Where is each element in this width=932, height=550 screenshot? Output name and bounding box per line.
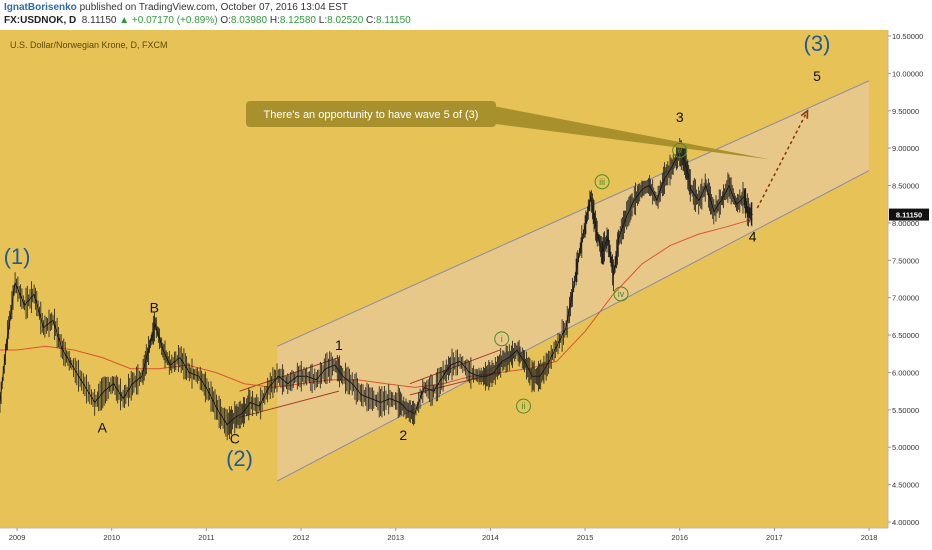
last-price-box — [889, 208, 929, 221]
wave-label: 5 — [813, 68, 821, 84]
callout-text: There's an opportunity to have wave 5 of… — [264, 109, 479, 121]
wave-label: (2) — [226, 446, 253, 471]
price-tick-label: 6.00000 — [892, 368, 919, 377]
high-value: 8.12580 — [279, 15, 316, 26]
last-price-tag: 8.11150 — [889, 208, 929, 221]
price-tick-label: 4.50000 — [892, 481, 919, 490]
publish-line: IgnatBorisenko published on TradingView.… — [4, 2, 348, 13]
price-tick-label: 9.00000 — [892, 144, 919, 153]
wave-label: i — [501, 334, 503, 344]
time-tick-label: 2018 — [861, 533, 878, 542]
moving-average-line — [0, 218, 753, 388]
trend-channel — [277, 80, 870, 482]
wave-label: (3) — [804, 31, 831, 56]
wave-label: v — [677, 145, 682, 155]
close-label: C: — [366, 15, 377, 26]
wave-circle — [613, 286, 629, 302]
author-link[interactable]: IgnatBorisenko — [4, 2, 77, 13]
change-value: ▲ +0.07170 (+0.89%) — [119, 15, 218, 26]
low-label: L: — [318, 15, 328, 26]
wave-circle — [516, 398, 532, 414]
time-axis[interactable]: 2009 2010 2011 2012 2013 2014 2015 2016 2017 2018 — [0, 527, 888, 542]
channel-fill — [277, 80, 870, 481]
price-axis-background — [888, 30, 932, 550]
price-tick-label: 8.50000 — [892, 182, 919, 191]
channel-lower-line — [277, 170, 870, 482]
price-tick-label: 8.00000 — [892, 219, 919, 228]
wave-label: A — [98, 419, 108, 435]
channel-upper-line — [277, 80, 870, 347]
wave-label: 3 — [676, 109, 684, 125]
price-tick-label: 10.50000 — [892, 32, 923, 41]
time-tick-label: 2012 — [293, 533, 310, 542]
price-chart[interactable]: U.S. Dollar/Norwegian Krone, D, FXCM The… — [0, 30, 932, 550]
wave-circle — [594, 174, 610, 190]
time-tick-label: 2016 — [671, 533, 688, 542]
wave-label: B — [150, 300, 159, 316]
forecast-arrow — [756, 109, 809, 209]
wave-label: ii — [522, 401, 526, 411]
time-tick-label: 2017 — [766, 533, 783, 542]
chart-title: U.S. Dollar/Norwegian Krone, D, FXCM — [10, 40, 168, 50]
wave-circle — [494, 331, 510, 347]
high-label: H: — [269, 15, 280, 26]
forecast-line — [756, 110, 809, 209]
price-tick-label: 5.50000 — [892, 406, 919, 415]
forecast-arrowhead — [800, 109, 809, 119]
time-tick-label: 2011 — [198, 533, 214, 542]
low-value: 8.02520 — [327, 15, 364, 26]
published-text: published on TradingView.com, October 07… — [79, 2, 348, 13]
symbol-label: FX:USDNOK, D — [4, 15, 77, 26]
wave-label: (1) — [4, 244, 31, 269]
price-axis[interactable]: 4.00000 4.50000 5.00000 5.50000 6.00000 6.500… — [887, 30, 923, 528]
price-tick-label: 4.00000 — [892, 518, 919, 527]
time-tick-label: 2009 — [9, 533, 26, 542]
price-series — [0, 138, 753, 441]
wave-label: iii — [599, 177, 605, 187]
price-tick-label: 7.00000 — [892, 294, 919, 303]
callout: There's an opportunity to have wave 5 of… — [246, 101, 770, 160]
wave-label: C — [230, 431, 240, 447]
last-price-text: 8.11150 — [896, 211, 922, 220]
open-value: 8.03980 — [230, 15, 268, 26]
close-value: 8.11150 — [376, 15, 411, 26]
moving-average — [0, 218, 753, 388]
wave-label: 1 — [335, 337, 343, 353]
subchannel-1-lower-line — [239, 390, 340, 418]
chart-header: IgnatBorisenko published on TradingView.… — [0, 0, 932, 30]
wave-label: iv — [618, 289, 625, 299]
time-tick-label: 2013 — [387, 533, 404, 542]
time-axis-background — [0, 528, 888, 550]
price-tick-label: 10.00000 — [892, 69, 923, 78]
price-tick-label: 6.50000 — [892, 331, 919, 340]
callout-box — [246, 101, 496, 127]
quote-line: FX:USDNOK, D 8.11150 ▲ +0.07170 (+0.89%)… — [4, 15, 411, 26]
price-tick-label: 7.50000 — [892, 256, 919, 265]
wave-label: 4 — [749, 229, 757, 245]
callout-pointer — [488, 105, 770, 160]
open-label: O: — [220, 15, 231, 26]
price-tick-label: 9.50000 — [892, 107, 919, 116]
wave-label: 2 — [399, 427, 407, 443]
chart-area[interactable]: U.S. Dollar/Norwegian Krone, D, FXCM The… — [0, 30, 932, 550]
time-tick-label: 2014 — [482, 533, 499, 542]
wave-circle — [672, 142, 688, 158]
time-tick-label: 2015 — [577, 533, 594, 542]
last-value: 8.11150 — [81, 15, 117, 26]
price-tick-label: 5.00000 — [892, 443, 919, 452]
time-tick-label: 2010 — [103, 533, 120, 542]
